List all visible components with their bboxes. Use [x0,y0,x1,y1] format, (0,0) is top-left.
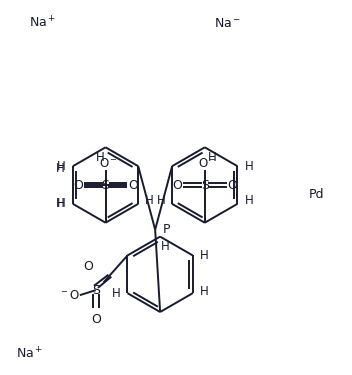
Text: H: H [57,160,65,172]
Text: S: S [102,178,109,192]
Text: H: H [208,151,217,164]
Text: H: H [200,285,209,298]
Text: H: H [161,240,169,253]
Text: O$^-$: O$^-$ [198,157,217,170]
Text: H: H [112,286,121,300]
Text: Pd: Pd [309,189,325,201]
Text: P: P [163,223,171,236]
Text: H: H [56,197,64,210]
Text: O: O [73,178,83,192]
Text: S: S [201,178,209,192]
Text: O: O [83,260,93,273]
Text: H: H [96,151,105,164]
Text: S: S [92,284,100,297]
Text: O: O [128,178,138,192]
Text: Na$^+$: Na$^+$ [30,16,57,31]
Text: H: H [157,194,165,207]
Text: H: H [245,160,254,172]
Text: O: O [172,178,182,192]
Text: Na$^-$: Na$^-$ [214,17,241,30]
Text: H: H [57,197,65,210]
Text: H: H [56,162,64,175]
Text: H: H [245,194,254,207]
Text: O$^-$: O$^-$ [99,157,118,170]
Text: Na$^+$: Na$^+$ [15,346,43,362]
Text: O: O [228,178,238,192]
Text: O: O [91,314,101,327]
Text: $^-$O: $^-$O [59,289,81,302]
Text: H: H [200,249,209,262]
Text: H: H [145,194,153,207]
